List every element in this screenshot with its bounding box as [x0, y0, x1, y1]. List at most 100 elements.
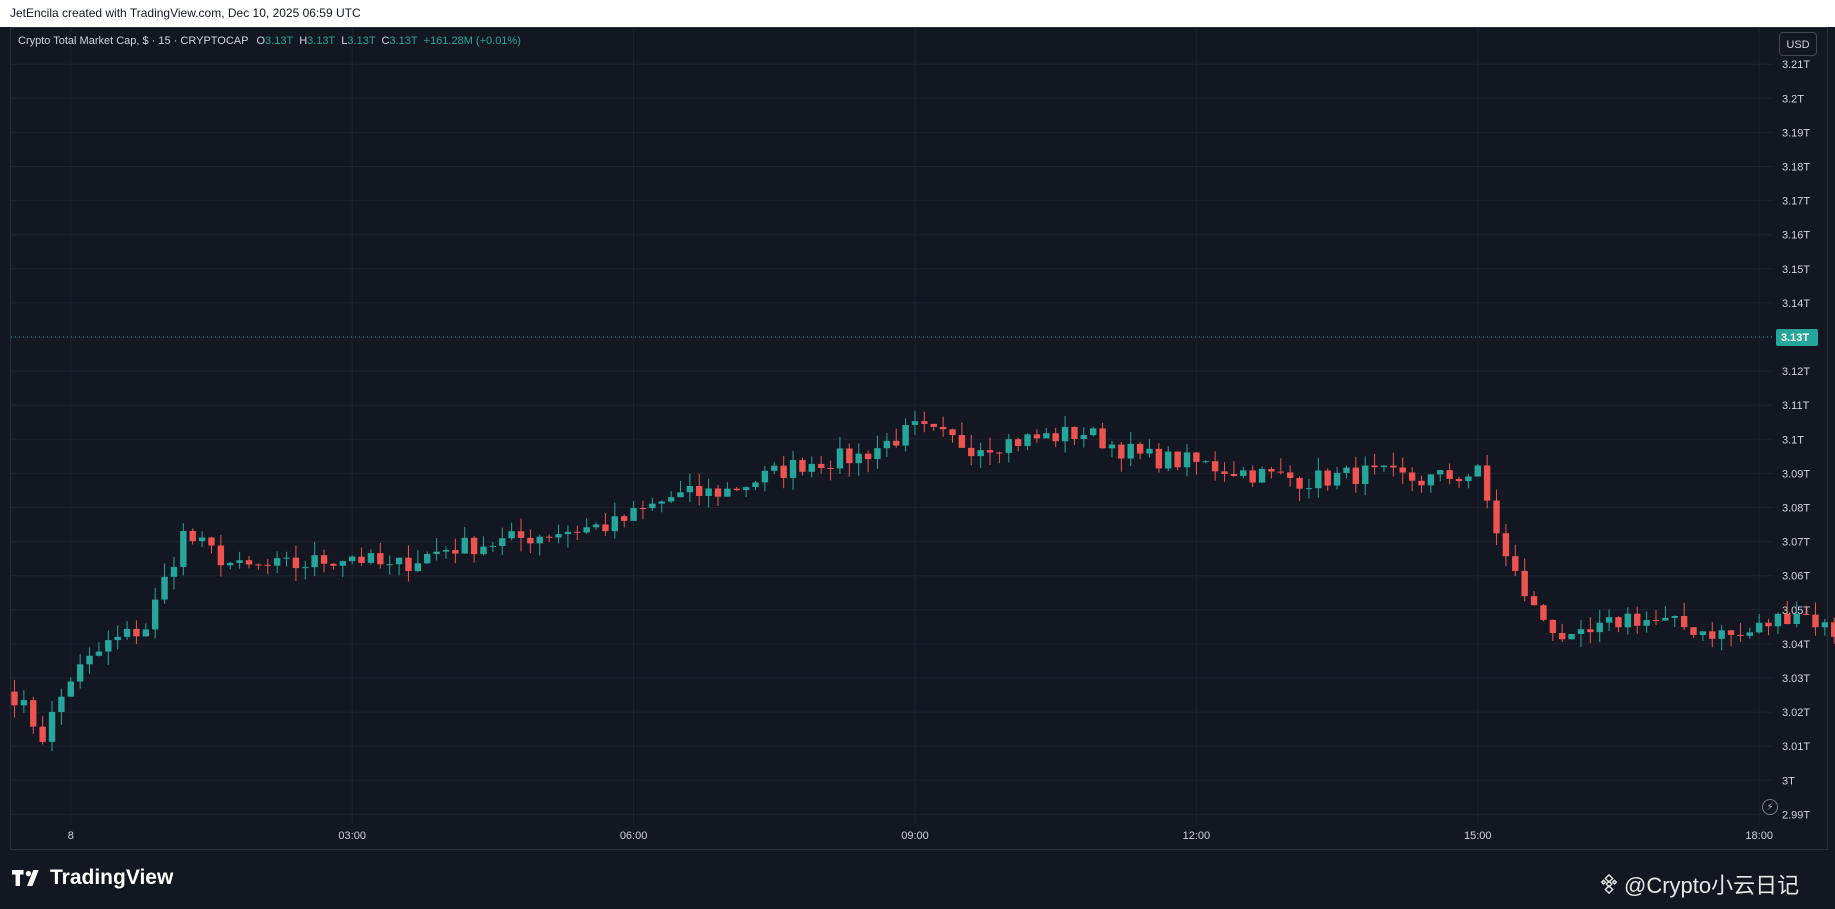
- symbol-legend: Crypto Total Market Cap, $ · 15 · CRYPTO…: [18, 35, 527, 47]
- candle-body: [161, 576, 168, 600]
- candle-body: [1221, 471, 1228, 474]
- candle-body: [198, 537, 206, 542]
- candle-body: [658, 501, 665, 504]
- candle-body: [1831, 622, 1835, 637]
- candle-body: [1521, 570, 1528, 597]
- y-tick-label: 3.2T: [1782, 93, 1804, 105]
- legend-close-label: C: [381, 35, 390, 47]
- candle-body: [1127, 443, 1134, 459]
- y-tick-label: 3.01T: [1782, 741, 1810, 753]
- candle-body: [1193, 452, 1200, 462]
- candle-body: [846, 448, 853, 464]
- candle-body: [67, 681, 74, 697]
- candle-body: [1812, 614, 1819, 628]
- candle-body: [592, 524, 600, 528]
- candle-body: [1371, 465, 1378, 468]
- y-tick-label: 3T: [1782, 775, 1795, 787]
- candle-body: [1043, 433, 1050, 439]
- candle-body: [273, 558, 281, 566]
- candle-body: [752, 482, 759, 488]
- candle-body: [639, 508, 647, 510]
- y-tick-label: 3.09T: [1782, 468, 1810, 480]
- candle-body: [1446, 470, 1453, 479]
- candle-body: [58, 696, 65, 712]
- candle-body: [367, 553, 375, 563]
- candle-body: [517, 531, 525, 538]
- candle-body: [1165, 451, 1172, 469]
- candle-body: [217, 545, 225, 566]
- candle-body: [921, 421, 928, 424]
- legend-open-value: 3.13T: [265, 35, 294, 47]
- lightning-icon[interactable]: ⚡: [1762, 799, 1778, 815]
- x-tick-label: 8: [68, 830, 74, 842]
- candle-body: [1483, 465, 1491, 501]
- candle-body: [461, 537, 468, 554]
- y-tick-label: 3.18T: [1782, 162, 1810, 174]
- footer: [0, 850, 1835, 909]
- candle-body: [1690, 627, 1697, 635]
- candle-body: [1427, 474, 1435, 486]
- candle-body: [733, 488, 740, 491]
- candle-body: [555, 534, 562, 538]
- candle-body: [1230, 473, 1238, 476]
- candle-body: [255, 564, 262, 566]
- candle-body: [386, 564, 393, 566]
- candle-body: [1437, 470, 1444, 475]
- candle-body: [1774, 613, 1782, 627]
- candle-body: [799, 460, 806, 472]
- candle-body: [180, 531, 187, 567]
- legend-low-label: L: [341, 35, 348, 47]
- candle-body: [761, 470, 769, 483]
- candle-body: [1352, 467, 1360, 485]
- candle-body: [1211, 461, 1219, 472]
- candle-body: [1324, 470, 1331, 486]
- currency-button[interactable]: USD: [1779, 32, 1817, 56]
- tradingview-logo-text: TradingView: [50, 866, 174, 889]
- candlestick-chart[interactable]: 3.21T 3.2T 3.19T 3.18T 3.17T 3.16T 3.15T 3.14T 3…: [0, 0, 1835, 850]
- candle-body: [424, 553, 431, 564]
- candle-body: [1699, 631, 1707, 635]
- candle-body: [1052, 433, 1059, 442]
- candle-body: [893, 440, 900, 446]
- candle-body: [1465, 476, 1472, 482]
- candle-body: [1202, 461, 1209, 463]
- candle-body: [1802, 613, 1810, 615]
- candle-body: [1305, 488, 1313, 490]
- legend-symbol: Crypto Total Market Cap, $ · 15 · CRYPTO…: [18, 35, 249, 47]
- y-tick-label: 3.12T: [1782, 366, 1810, 378]
- candle-body: [152, 599, 159, 630]
- candle-body: [1493, 500, 1500, 534]
- candle-body: [930, 423, 937, 427]
- x-tick-label: 09:00: [901, 830, 929, 842]
- candle-body: [1108, 444, 1116, 449]
- candle-body: [1268, 469, 1275, 472]
- candle-body: [1474, 465, 1481, 477]
- chart-pane[interactable]: [10, 27, 1828, 850]
- y-tick-label: 3.03T: [1782, 673, 1810, 685]
- candle-body: [1418, 480, 1425, 486]
- candle-body: [20, 700, 28, 706]
- candle-body: [874, 448, 881, 460]
- candle-body: [1240, 470, 1247, 476]
- candle-body: [817, 463, 825, 468]
- candle-body: [1793, 613, 1800, 625]
- x-tick-label: 03:00: [338, 830, 366, 842]
- candle-body: [1821, 622, 1829, 628]
- legend-open-label: O: [256, 35, 266, 47]
- y-tick-label: 3.1T: [1782, 434, 1804, 446]
- y-tick-label: 3.19T: [1782, 127, 1810, 139]
- candle-body: [76, 664, 84, 682]
- candle-body: [536, 536, 543, 544]
- candle-body: [545, 536, 553, 538]
- legend-low-value: 3.13T: [347, 35, 376, 47]
- candle-body: [1605, 617, 1613, 623]
- candle-body: [1024, 434, 1031, 446]
- y-tick-label: 3.17T: [1782, 196, 1810, 208]
- tradingview-logo[interactable]: TradingView: [12, 866, 173, 890]
- y-tick-label: 2.99T: [1782, 809, 1810, 821]
- candle-body: [1071, 426, 1078, 440]
- y-tick-label: 3.21T: [1782, 59, 1810, 71]
- candle-body: [114, 636, 121, 641]
- candle-body: [442, 550, 450, 552]
- candle-body: [527, 537, 534, 544]
